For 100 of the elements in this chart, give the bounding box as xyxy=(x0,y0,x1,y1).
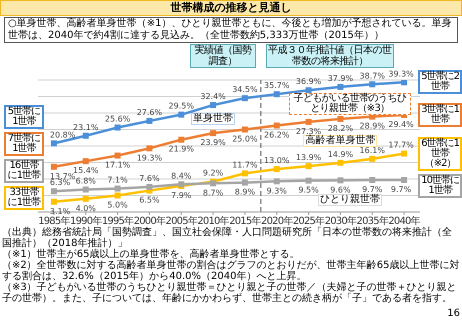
point xyxy=(242,170,248,176)
point xyxy=(401,80,408,86)
arrow-callout: 平成３０年推計値（日本の世帯数の将来推計） xyxy=(266,44,394,68)
x-tick-label: 2000年 xyxy=(134,215,166,228)
data-label: 7.9% xyxy=(171,190,192,200)
text: 10世帯に1世帯 xyxy=(418,174,462,198)
point xyxy=(114,192,121,198)
data-label: 27.6% xyxy=(136,108,163,117)
chart-title: 世帯構成の推移と見通し xyxy=(0,0,462,16)
point xyxy=(274,178,280,184)
data-label: 13.0% xyxy=(264,156,290,166)
point xyxy=(306,178,312,184)
data-label: 16.1% xyxy=(360,146,386,155)
point xyxy=(50,164,57,170)
point xyxy=(369,156,376,162)
data-label: 13.9% xyxy=(296,153,322,162)
data-label: 11.7% xyxy=(232,160,258,170)
data-label: 4.0% xyxy=(76,204,96,213)
data-label: 34.5% xyxy=(232,85,258,94)
data-label: 35.7% xyxy=(264,81,290,90)
point xyxy=(210,130,216,136)
data-label: 5.0% xyxy=(107,200,128,210)
point xyxy=(146,118,152,124)
data-label: 15.4% xyxy=(73,166,99,176)
text: 5世帯に2世帯 xyxy=(418,70,462,94)
data-label: 9.5% xyxy=(298,186,320,195)
x-tick-label: 1985年 xyxy=(38,215,70,228)
data-label: 9.6% xyxy=(330,185,351,194)
point xyxy=(178,112,184,118)
point xyxy=(242,180,248,186)
x-tick-label: 2040年 xyxy=(388,215,421,228)
point xyxy=(274,122,280,129)
data-label: 9.2% xyxy=(202,168,224,178)
text: 3世帯に1世帯 xyxy=(418,102,462,127)
text: （※1）世帯主が65歳以上の単身世帯を、高齢者単身世帯とする。 xyxy=(2,249,300,260)
annotation: 33世帯に1世帯 xyxy=(4,186,44,210)
data-label: 27.3% xyxy=(296,126,322,136)
series-label: 高齢者単身世帯 xyxy=(303,134,378,147)
data-label: 38.7% xyxy=(360,71,386,80)
data-label: 28.9% xyxy=(360,122,386,131)
data-label: 21.9% xyxy=(168,144,194,154)
annotation: 7世帯に1世帯 xyxy=(4,132,44,156)
x-tick-label: 2035年 xyxy=(356,215,389,228)
data-label: 20.8% xyxy=(50,130,76,140)
data-label: 26.2% xyxy=(264,130,290,140)
text: （出典）総務省統計局「国勢調査」、国立社会保障・人口問題研究所「日本の世帯数の将来推計（全国推計）（2018年推計）」 xyxy=(2,227,453,249)
text: （※2）全世帯数に対する高齢者単身世帯の割合はグラフのとおりだが、世帯主年齢65歳以上世帯に対する割合は、32.6%（2015年）から40.0%（2040年）へと上昇。 xyxy=(2,260,460,282)
data-label: 25.0% xyxy=(232,134,258,144)
point xyxy=(242,95,248,102)
data-label: 28.2% xyxy=(328,124,354,133)
series-label: 単身世帯 xyxy=(191,113,236,126)
data-label: 6.8% xyxy=(76,176,96,186)
point xyxy=(114,186,121,192)
x-tick-label: 2010年 xyxy=(197,215,230,228)
data-label: 37.9% xyxy=(328,74,354,83)
point xyxy=(401,176,408,183)
x-tick-label: 1990年 xyxy=(70,215,102,228)
point xyxy=(274,166,280,172)
point xyxy=(306,87,312,94)
text: 6世帯に1世帯（※2） xyxy=(418,136,462,171)
point xyxy=(178,136,184,143)
annotation: 5世帯に1世帯 xyxy=(4,105,44,129)
data-label: 29.5% xyxy=(168,102,194,111)
point xyxy=(401,150,408,157)
text: 16 xyxy=(447,308,460,319)
x-tick-label: 2015年 xyxy=(229,215,262,228)
data-label: 6.5% xyxy=(139,196,160,205)
data-label: 32.4% xyxy=(200,92,226,102)
point xyxy=(369,176,376,183)
data-label: 14.9% xyxy=(328,150,354,159)
data-label: 9.7% xyxy=(390,184,412,194)
point xyxy=(337,116,344,122)
point xyxy=(82,158,89,164)
series-label: 子どもがいる世帯のうちひとり親世帯（※3） xyxy=(288,92,411,115)
data-label: 8.7% xyxy=(202,188,224,198)
point xyxy=(114,152,121,159)
data-label: 23.1% xyxy=(73,122,99,132)
x-tick-label: 2025年 xyxy=(292,215,326,228)
data-label: 39.3% xyxy=(388,69,414,78)
data-label: 25.6% xyxy=(104,114,131,124)
x-tick-label: 1995年 xyxy=(102,215,134,228)
point xyxy=(146,184,152,190)
data-label: 29.4% xyxy=(388,120,414,129)
data-label: 8.9% xyxy=(234,188,256,197)
point xyxy=(337,84,344,90)
data-label: 17.1% xyxy=(104,160,131,170)
point xyxy=(82,186,89,193)
point xyxy=(50,140,57,146)
data-label: 9.3% xyxy=(266,186,288,196)
chart-subtitle: ○単身世帯、高齢者単身世帯（※1）、ひとり親世帯ともに、今後とも増加が予想されている。単身世帯は、2040年で約4割に達する見込み。（全世帯数約5,333万世帯（2015年）） xyxy=(4,17,458,43)
data-label: 7.6% xyxy=(139,174,160,183)
x-tick-label: 2020年 xyxy=(261,215,294,228)
data-label: 17.7% xyxy=(388,140,414,150)
data-label: 13.7% xyxy=(50,172,76,181)
data-label: 23.9% xyxy=(200,138,226,148)
point xyxy=(369,81,376,88)
point xyxy=(210,102,216,108)
text: （※3）子どもがいる世帯のうちひとり親世帯＝ひとり親と子の世帯／（夫婦と子の世帯＋ひとり親と子の世帯）。また、子については、年齢にかかわらず、世帯主との続き柄が「子」である者を指す。 xyxy=(2,282,458,304)
data-label: 8.4% xyxy=(171,171,192,180)
x-tick-label: 2030年 xyxy=(324,215,357,228)
